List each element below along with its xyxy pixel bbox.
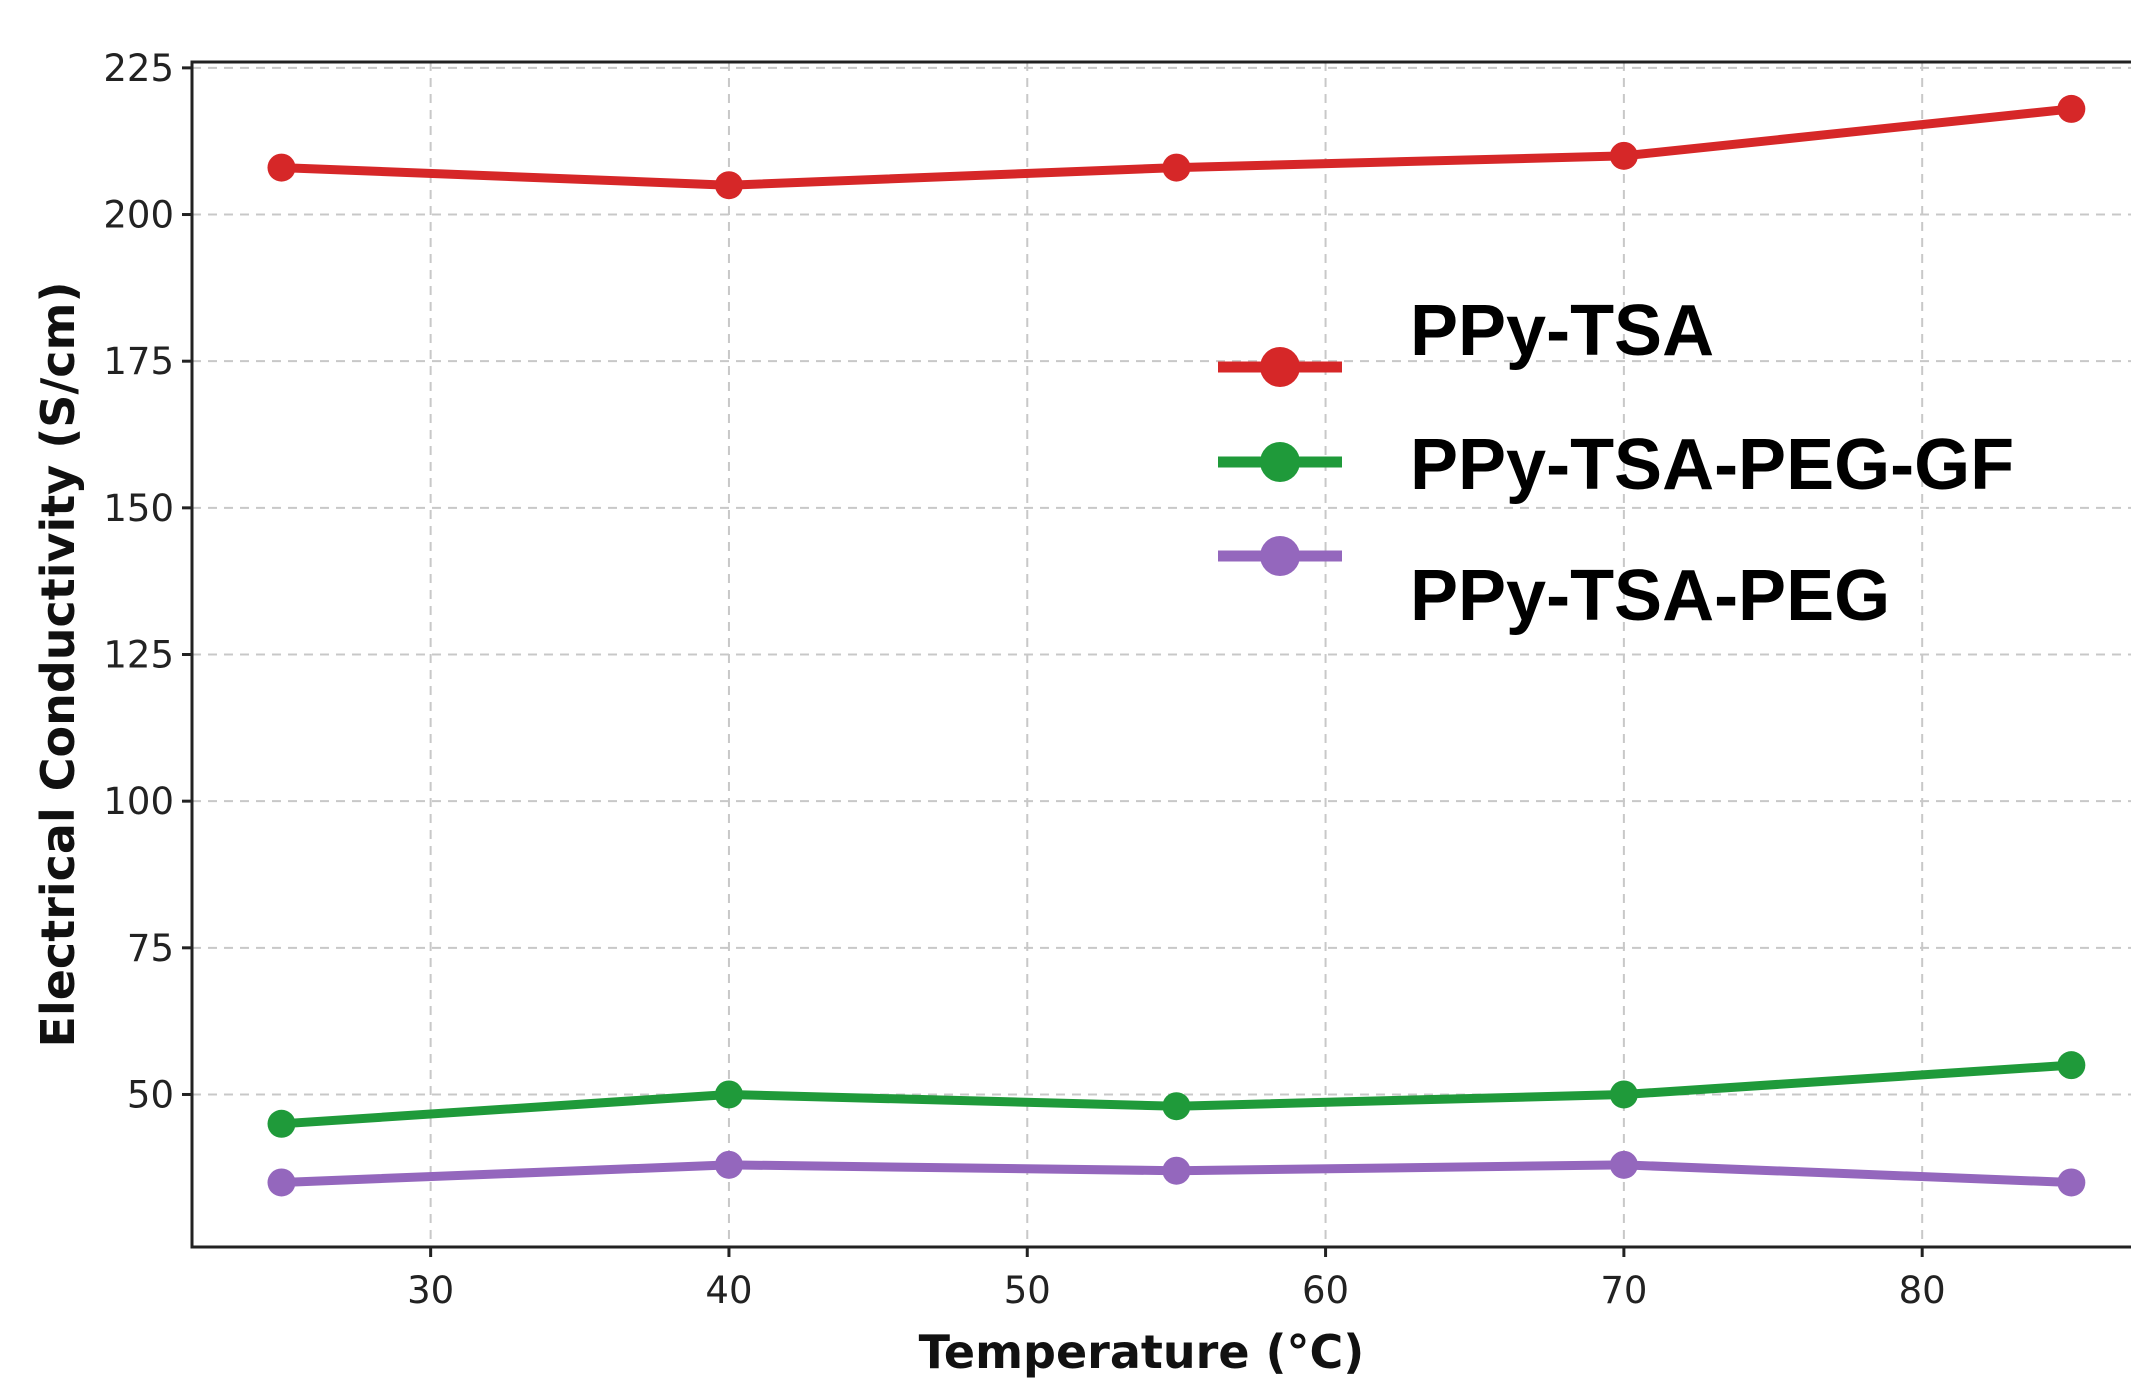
data-point — [1609, 1080, 1638, 1109]
series-layer — [267, 94, 2086, 1197]
y-tick-label: 175 — [103, 340, 174, 383]
grid — [192, 62, 2131, 1247]
data-point — [1162, 1092, 1191, 1121]
data-point — [714, 1150, 743, 1179]
legend-marker — [1260, 536, 1300, 576]
series-0 — [267, 94, 2086, 200]
data-point — [714, 1080, 743, 1109]
data-point — [267, 153, 296, 182]
data-point — [1162, 1156, 1191, 1185]
series-2 — [267, 1150, 2086, 1197]
x-axis-ticks: 30 40 50 60 70 80 — [407, 1247, 1946, 1312]
y-tick-label: 100 — [103, 780, 174, 823]
legend-label: PPy-TSA-PEG — [1410, 556, 1890, 636]
legend-item-1: PPy-TSA-PEG-GF — [1218, 425, 2014, 505]
y-tick-label: 50 — [127, 1073, 174, 1116]
legend: PPy-TSA PPy-TSA-PEG-GF PPy-TSA-PEG — [1218, 291, 2014, 636]
x-tick-label: 70 — [1600, 1269, 1647, 1312]
legend-label: PPy-TSA — [1410, 291, 1714, 371]
y-tick-label: 200 — [103, 194, 174, 237]
data-point — [2057, 94, 2086, 123]
y-tick-label: 150 — [103, 487, 174, 530]
legend-item-0: PPy-TSA — [1218, 291, 1714, 387]
data-point — [267, 1168, 296, 1197]
data-point — [2057, 1168, 2086, 1197]
legend-item-2: PPy-TSA-PEG — [1218, 536, 1890, 636]
data-point — [1162, 153, 1191, 182]
x-tick-label: 40 — [705, 1269, 752, 1312]
legend-marker — [1260, 347, 1300, 387]
data-point — [1609, 141, 1638, 170]
data-point — [2057, 1051, 2086, 1080]
y-tick-label: 225 — [103, 47, 174, 90]
legend-marker — [1260, 442, 1300, 482]
x-tick-label: 30 — [407, 1269, 454, 1312]
x-tick-label: 60 — [1302, 1269, 1349, 1312]
series-1 — [267, 1051, 2086, 1138]
data-point — [1609, 1150, 1638, 1179]
y-axis-ticks: 50 75 100 125 150 175 200 225 — [103, 47, 192, 1116]
legend-label: PPy-TSA-PEG-GF — [1410, 425, 2014, 505]
y-tick-label: 125 — [103, 634, 174, 677]
x-tick-label: 80 — [1899, 1269, 1946, 1312]
y-tick-label: 75 — [127, 927, 174, 970]
data-point — [267, 1109, 296, 1138]
y-axis-title: Electrical Conductivity (S/cm) — [31, 282, 85, 1048]
data-point — [714, 171, 743, 200]
x-tick-label: 50 — [1004, 1269, 1051, 1312]
x-axis-title: Temperature (°C) — [919, 1325, 1365, 1379]
